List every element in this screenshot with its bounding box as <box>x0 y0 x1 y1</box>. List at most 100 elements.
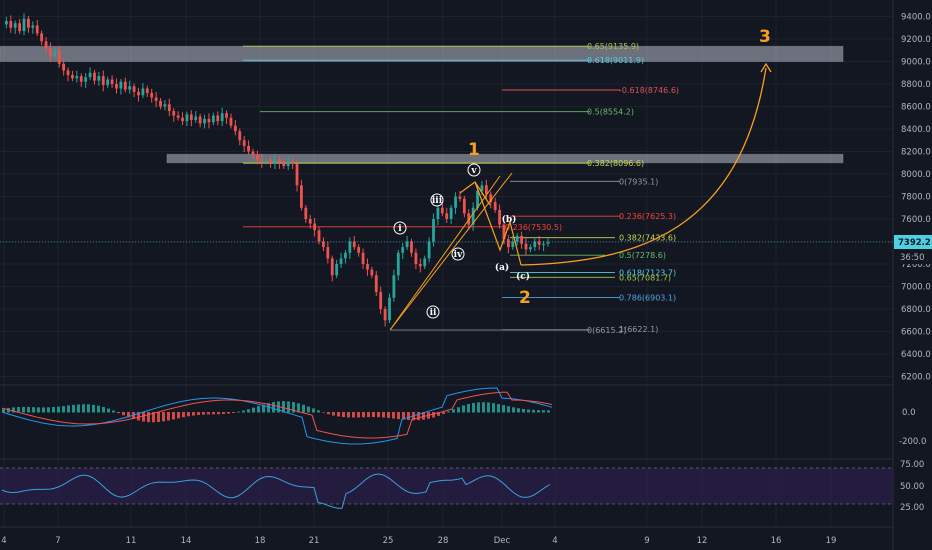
macd-bar <box>322 412 325 413</box>
macd-bar <box>242 410 245 413</box>
fib-label: 0.618(7123.7) <box>619 269 676 278</box>
candle-body <box>141 88 145 96</box>
candle-body <box>238 131 242 141</box>
candle-body <box>542 243 545 245</box>
macd-bar <box>527 409 530 413</box>
macd-bar <box>172 412 175 420</box>
candle-body <box>57 50 61 64</box>
candle-body <box>449 207 453 219</box>
candle-body <box>216 115 220 122</box>
price-tick-label: 8400.0 <box>901 125 931 135</box>
price-tick-label: 7800.0 <box>901 193 931 203</box>
macd-bar <box>262 404 265 413</box>
candle-body <box>229 117 233 126</box>
candle-body <box>330 258 334 276</box>
date-tick-label: 18 <box>255 536 266 546</box>
candle-body <box>22 18 26 32</box>
macd-bar <box>442 412 445 414</box>
wave-annotations <box>389 62 772 331</box>
candle-body <box>18 23 22 32</box>
price-axis: 9400.0 9200.0 9000.0 8800.0 8600.0 8400.0 8200… <box>901 13 931 383</box>
macd-bar <box>97 405 100 413</box>
macd-bar <box>52 407 55 413</box>
macd-bar <box>162 412 165 422</box>
macd-bar <box>217 412 220 415</box>
macd-bar <box>127 412 130 418</box>
macd-bar <box>257 406 260 413</box>
macd-bar <box>22 406 25 413</box>
candle-body <box>233 125 237 132</box>
wave-2-zigzag <box>474 181 522 266</box>
macd-bar <box>42 407 45 413</box>
fib-label: 0.382(7433.6) <box>619 234 676 243</box>
candle-body <box>145 88 149 93</box>
candle-body <box>502 224 506 240</box>
wave-label-3: 3 <box>759 27 771 47</box>
candle-body <box>176 115 180 118</box>
candle-body <box>159 100 162 107</box>
macd-bar <box>457 407 460 413</box>
macd-bar <box>487 402 490 413</box>
candle-body <box>392 275 396 298</box>
candle-body <box>383 309 387 321</box>
grid-lines <box>0 0 893 527</box>
corrective-wave-b: (b) <box>502 214 517 225</box>
macd-bar <box>382 412 385 418</box>
price-tick-label: 7000.0 <box>901 283 931 293</box>
candle-body <box>313 223 317 231</box>
candle-body <box>264 160 268 162</box>
macd-bar <box>252 407 255 413</box>
fib-label: 0.65(7081.7) <box>619 273 671 282</box>
date-tick-label: 28 <box>438 536 449 546</box>
rsi-pane <box>1 473 551 509</box>
candle-body <box>480 185 484 191</box>
macd-bar <box>357 412 360 418</box>
rsi-line <box>1 473 551 509</box>
rsi-band <box>0 468 893 504</box>
macd-bar <box>492 403 495 413</box>
price-tick-label: 8200.0 <box>901 148 931 158</box>
svg-text:iii: iii <box>432 196 443 206</box>
candle-body <box>53 50 57 56</box>
macd-bar <box>417 412 420 421</box>
macd-bar <box>77 404 80 413</box>
candle-body <box>49 48 52 56</box>
macd-bar <box>197 412 200 416</box>
macd-bar <box>542 410 545 413</box>
candle-body <box>370 269 374 276</box>
candle-body <box>185 114 189 122</box>
price-tick-label: 7600.0 <box>901 215 931 225</box>
macd-bar <box>167 412 170 421</box>
price-tick-label: 6200.0 <box>901 373 931 383</box>
macd-bar <box>422 412 425 420</box>
svg-text:i: i <box>398 224 402 234</box>
candle-body <box>379 292 383 309</box>
macd-bar <box>187 412 190 417</box>
minor-wave-i: i <box>393 221 407 235</box>
macd-bar <box>267 403 270 413</box>
rsi-tick-25: 25.00 <box>900 503 924 513</box>
candle-body <box>511 241 515 248</box>
candle-body <box>300 185 303 208</box>
macd-bar <box>152 412 155 423</box>
fib-label: 0(6615.2) <box>587 326 626 335</box>
candle-body <box>489 194 493 203</box>
macd-bar <box>507 406 510 413</box>
candle-body <box>291 161 295 164</box>
candle-body <box>388 297 391 321</box>
macd-bar <box>332 412 335 416</box>
date-tick-label: 21 <box>309 536 320 546</box>
macd-bar <box>247 409 250 413</box>
candle-body <box>123 81 127 90</box>
candle-body <box>88 72 92 78</box>
macd-bar <box>147 412 150 423</box>
fib-levels: 0.65(9135.9) 0.618(9011.9) -0.618(8746.6) 0… <box>243 42 679 335</box>
candle-body <box>498 210 501 225</box>
candle-body <box>273 159 277 164</box>
macd-bar <box>137 412 140 421</box>
candle-body <box>484 185 488 195</box>
fib-label: 0.618(9011.9) <box>587 56 644 65</box>
macd-line <box>1 387 553 445</box>
macd-bar <box>292 402 295 413</box>
minor-wave-iv: iv <box>451 247 465 261</box>
